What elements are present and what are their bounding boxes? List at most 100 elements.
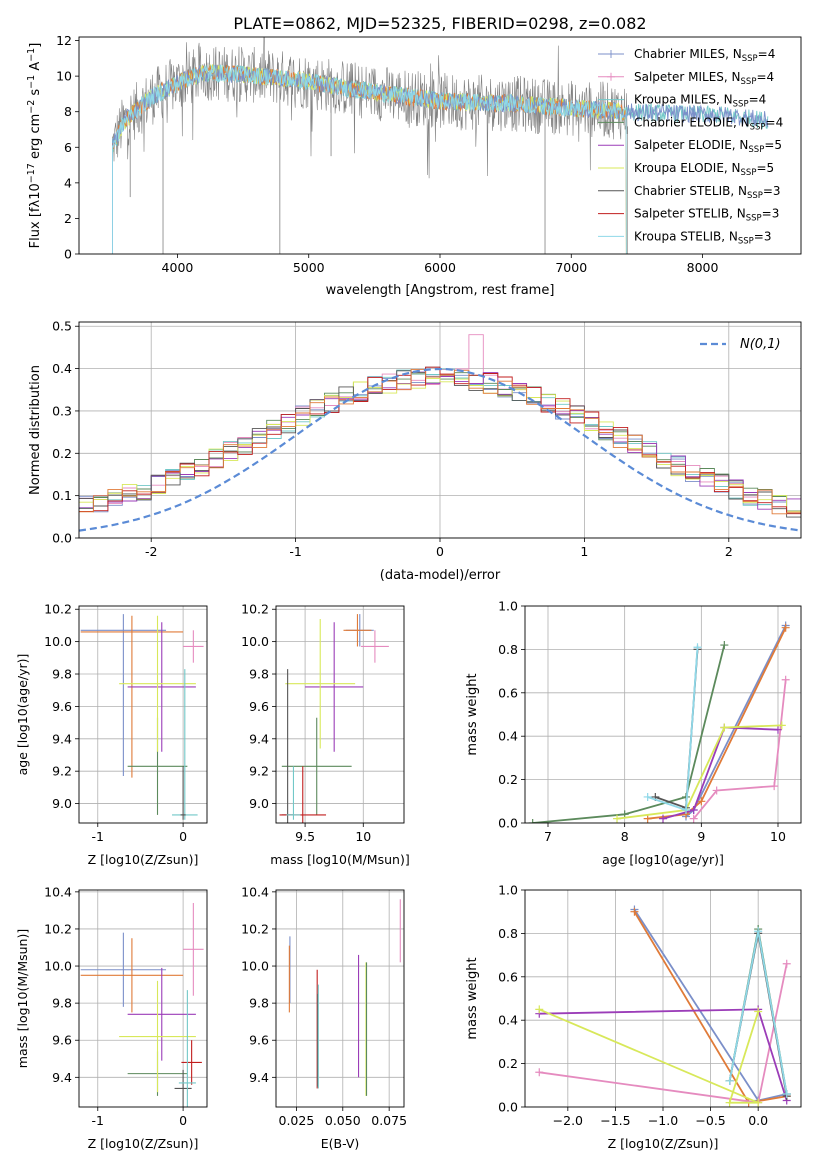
y-tick-label: 12 bbox=[56, 33, 72, 48]
plot-area-age_vs_Z bbox=[79, 606, 207, 823]
x-axis-label: Z [log10(Z/Zsun)] bbox=[88, 852, 199, 867]
weight-marker bbox=[528, 819, 537, 823]
y-tick-label: 0.4 bbox=[52, 361, 72, 376]
weight-marker bbox=[774, 725, 782, 734]
weight-marker bbox=[770, 782, 779, 791]
y-tick-label: 0.0 bbox=[52, 531, 72, 546]
y-tick-label: 9.8 bbox=[52, 996, 72, 1011]
legend-entry: Kroupa STELIB, NSSP=3 bbox=[634, 229, 772, 246]
weight-marker bbox=[782, 1089, 791, 1098]
y-tick-label: 8 bbox=[64, 104, 72, 119]
y-tick-label: 9.6 bbox=[52, 699, 72, 714]
y-tick-label: 9.6 bbox=[52, 1033, 72, 1048]
y-tick-label: 9.4 bbox=[52, 731, 72, 746]
y-tick-label: 9.2 bbox=[52, 764, 72, 779]
weight-marker bbox=[689, 805, 698, 814]
legend-marker bbox=[607, 72, 615, 81]
y-tick-label: 0.4 bbox=[498, 1013, 518, 1028]
y-tick-label: 0.0 bbox=[498, 816, 518, 831]
y-tick-label: 10.2 bbox=[44, 921, 72, 936]
y-tick-label: 0.0 bbox=[498, 1100, 518, 1115]
weight-marker bbox=[781, 675, 790, 684]
weight-series bbox=[693, 679, 787, 820]
x-tick-label: 7000 bbox=[555, 260, 587, 275]
panel-mass_vs_ebv: 0.025 0.050 0.075 9.4 9.6 9.8 10.0 10.2 10.4 E(B-… bbox=[241, 884, 407, 1151]
y-tick-label: 0 bbox=[64, 247, 72, 262]
x-tick-label: 0 bbox=[436, 544, 444, 559]
panel-age_vs_Z: -1 0 9.0 9.2 9.4 9.6 9.8 10.0 10.2 Z [log10(Z/Zsu… bbox=[15, 602, 208, 867]
weight-marker bbox=[535, 1005, 544, 1014]
x-tick-label: 9 bbox=[697, 829, 705, 844]
y-tick-label: 9.0 bbox=[249, 796, 269, 811]
x-tick-label: 0.025 bbox=[279, 1113, 315, 1128]
y-tick-label: 10.0 bbox=[44, 634, 72, 649]
axes-frame bbox=[78, 605, 208, 824]
x-tick-label: -1 bbox=[92, 1113, 104, 1128]
spectrum-data bbox=[112, 37, 628, 254]
legend-entry: Chabrier ELODIE, NSSP=4 bbox=[634, 115, 783, 132]
x-axis-label: Z [log10(Z/Zsun)] bbox=[88, 1136, 199, 1151]
panel-mass_vs_Z: -1 0 9.4 9.6 9.8 10.0 10.2 10.4 Z [log10(Z/Zsun)… bbox=[15, 884, 208, 1151]
plot-area-age_vs_mass bbox=[276, 606, 404, 823]
y-tick-label: 2 bbox=[64, 211, 72, 226]
x-tick-label: 0.075 bbox=[371, 1113, 407, 1128]
plot-area-mass_vs_ebv bbox=[276, 890, 404, 1107]
weight-marker bbox=[781, 623, 790, 632]
y-tick-label: 10 bbox=[56, 69, 72, 84]
x-tick-label: 8 bbox=[621, 829, 629, 844]
axes-frame bbox=[524, 889, 802, 1108]
y-axis-label: mass [log10(M/Msun)] bbox=[15, 929, 30, 1068]
weight-marker bbox=[693, 643, 702, 652]
y-tick-label: 0.2 bbox=[498, 772, 518, 787]
legend-entry: Kroupa ELODIE, NSSP=5 bbox=[634, 161, 774, 178]
weight-marker bbox=[777, 721, 786, 730]
x-tick-label: 10 bbox=[770, 829, 786, 844]
x-tick-label: 9.5 bbox=[295, 829, 315, 844]
weight-marker bbox=[725, 1076, 734, 1085]
y-tick-label: 9.8 bbox=[52, 667, 72, 682]
figure-title: PLATE=0862, MJD=52325, FIBERID=0298, z=0… bbox=[233, 14, 646, 33]
y-tick-label: 0.6 bbox=[498, 685, 518, 700]
x-tick-label: -1 bbox=[92, 829, 104, 844]
legend-entry: Salpeter ELODIE, NSSP=5 bbox=[634, 138, 782, 155]
weight-marker bbox=[689, 814, 698, 823]
legend-entry: Salpeter STELIB, NSSP=3 bbox=[634, 207, 779, 224]
x-tick-label: 8000 bbox=[687, 260, 719, 275]
weight-marker bbox=[720, 641, 729, 650]
x-tick-label: −1.0 bbox=[648, 1113, 678, 1128]
y-tick-label: 9.4 bbox=[52, 1070, 72, 1085]
x-tick-label: −0.5 bbox=[695, 1113, 725, 1128]
y-axis-label: mass weight bbox=[465, 957, 480, 1039]
y-tick-label: 0.4 bbox=[498, 729, 518, 744]
y-tick-label: 9.6 bbox=[249, 1033, 269, 1048]
weight-marker bbox=[697, 797, 706, 806]
y-tick-label: 9.8 bbox=[249, 996, 269, 1011]
weight-marker bbox=[643, 792, 652, 801]
axes-frame bbox=[275, 605, 405, 824]
x-tick-label: -2 bbox=[145, 544, 157, 559]
axes-frame bbox=[275, 889, 405, 1108]
y-tick-label: 0.2 bbox=[498, 1056, 518, 1071]
panel-weight_vs_age: 7 8 9 10 0.0 0.2 0.4 0.6 0.8 1.0 age [log10(age/yr… bbox=[465, 599, 802, 867]
plot-area-residuals bbox=[79, 322, 801, 538]
y-tick-label: 1.0 bbox=[498, 883, 518, 898]
plot-area-mass_vs_Z bbox=[79, 890, 207, 1107]
y-tick-label: 10.2 bbox=[241, 921, 269, 936]
y-tick-label: 1.0 bbox=[498, 599, 518, 614]
axes-frame bbox=[78, 321, 802, 539]
y-tick-label: 0.2 bbox=[52, 446, 72, 461]
x-tick-label: 0.050 bbox=[325, 1113, 361, 1128]
weight-series bbox=[616, 724, 782, 820]
y-tick-label: 9.0 bbox=[52, 796, 72, 811]
y-tick-label: 4 bbox=[64, 175, 72, 190]
histogram-step bbox=[79, 366, 801, 515]
y-tick-label: 0.8 bbox=[498, 642, 518, 657]
histogram-step bbox=[79, 377, 801, 512]
x-axis-label: E(B-V) bbox=[321, 1136, 360, 1151]
y-tick-label: 0.1 bbox=[52, 488, 72, 503]
weight-marker bbox=[535, 1068, 544, 1077]
weight-marker bbox=[630, 907, 639, 916]
plot-area-weight_vs_Z bbox=[525, 890, 801, 1107]
weight-marker bbox=[613, 814, 621, 823]
